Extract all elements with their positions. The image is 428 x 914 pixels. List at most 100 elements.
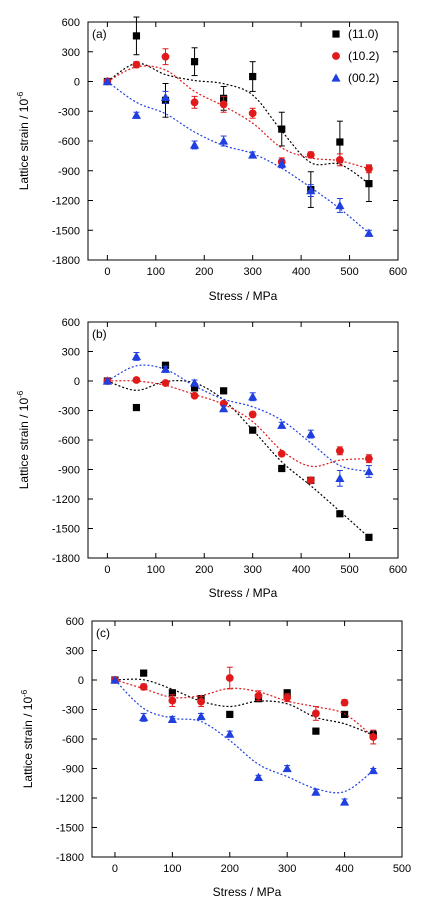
- data-point: [335, 155, 344, 164]
- data-point: [225, 674, 234, 682]
- trend-line: [107, 380, 369, 468]
- data-point: [248, 392, 258, 401]
- chart-panel-1: 0 100 200 300 400 500 600 600 300 0 -300 -600 -900 -1…: [16, 16, 407, 303]
- data-point: [306, 150, 315, 159]
- data-point: [312, 727, 320, 735]
- x-tick-label: 400: [292, 266, 310, 278]
- x-tick-label: 0: [112, 863, 118, 875]
- trend-line: [107, 65, 370, 170]
- data-point: [306, 185, 316, 195]
- data-point: [160, 92, 171, 102]
- data-point: [340, 698, 349, 707]
- x-tick-label: 400: [292, 564, 310, 576]
- data-point: [131, 351, 142, 361]
- data-point: [311, 709, 320, 718]
- data-point: [219, 100, 228, 109]
- trend-line: [107, 380, 370, 538]
- legend-label: (00.2): [348, 71, 379, 85]
- data-point: [365, 180, 373, 188]
- data-point: [277, 449, 286, 458]
- data-point: [225, 729, 235, 738]
- series-square: [111, 669, 377, 740]
- data-point: [139, 712, 149, 722]
- x-tick-label: 200: [195, 564, 213, 576]
- x-tick-label: 300: [244, 564, 262, 576]
- chart-panel-2: 0 100 200 300 400 500 600 600 300 0 -300 -600 -900 -1…: [16, 317, 407, 600]
- x-tick-label: 600: [389, 564, 407, 576]
- data-point: [249, 426, 257, 434]
- data-point: [140, 669, 148, 677]
- data-point: [306, 476, 315, 485]
- x-tick-label: 600: [389, 266, 407, 278]
- x-tick-label: 500: [393, 863, 411, 875]
- plot-frame: [91, 620, 403, 858]
- y-tick-label: -1800: [52, 255, 80, 267]
- data-point: [278, 464, 286, 473]
- data-point: [220, 387, 228, 395]
- data-point: [336, 510, 344, 518]
- data-point: [283, 689, 291, 697]
- data-point: [335, 446, 344, 455]
- y-axis-label: Lattice strain / 10-6: [20, 689, 35, 788]
- x-axis-label: Stress / MPa: [213, 885, 282, 899]
- y-axis-label: Lattice strain / 10-6: [16, 91, 31, 190]
- data-point: [364, 228, 374, 237]
- data-point: [168, 689, 176, 697]
- data-point: [335, 200, 345, 210]
- x-tick-label: 0: [104, 266, 110, 278]
- data-point: [167, 714, 177, 724]
- data-point: [369, 733, 378, 741]
- data-point: [132, 376, 141, 384]
- series-circle: [103, 376, 373, 485]
- y-tick-label: 0: [74, 77, 80, 89]
- y-axis-label-exponent: -6: [20, 689, 29, 697]
- y-tick-label: -1500: [56, 823, 84, 835]
- legend-marker: [332, 52, 340, 60]
- trend-line: [114, 679, 374, 738]
- x-tick-label: 200: [195, 266, 213, 278]
- x-tick-label: 500: [340, 564, 358, 576]
- y-tick-label: -1500: [52, 225, 80, 237]
- x-tick-label: 300: [244, 266, 262, 278]
- data-point: [283, 693, 292, 702]
- data-point: [335, 473, 345, 483]
- panel-label: (c): [96, 626, 110, 640]
- trend-line: [107, 81, 370, 234]
- y-tick-label: -900: [58, 166, 80, 178]
- series-triangle: [102, 76, 374, 237]
- x-tick-label: 100: [147, 266, 165, 278]
- y-tick-label: 600: [62, 317, 80, 329]
- data-point: [249, 72, 257, 81]
- data-point: [248, 150, 258, 159]
- y-tick-label: -600: [58, 136, 80, 148]
- y-tick-label: -300: [58, 406, 80, 418]
- data-point: [365, 454, 373, 463]
- x-tick-label: 100: [163, 863, 181, 875]
- y-tick-label: 300: [62, 347, 80, 359]
- data-point: [336, 138, 344, 146]
- data-point: [339, 797, 350, 806]
- y-tick-label: -900: [62, 764, 84, 776]
- data-point: [161, 379, 170, 387]
- trend-line: [114, 679, 374, 794]
- data-point: [161, 52, 170, 61]
- data-point: [132, 60, 141, 69]
- data-point: [189, 140, 200, 149]
- series-circle: [111, 666, 378, 745]
- y-tick-label: 600: [62, 17, 80, 29]
- data-point: [253, 772, 264, 782]
- data-point: [282, 763, 292, 773]
- y-tick-label: -600: [58, 435, 80, 447]
- trend-line: [107, 62, 370, 185]
- y-tick-label: -1500: [52, 524, 80, 536]
- trend-line: [114, 678, 374, 736]
- y-tick-label: -1800: [56, 852, 84, 864]
- y-axis-label-exponent: -6: [16, 390, 25, 398]
- x-tick-label: 400: [335, 863, 353, 875]
- data-point: [365, 164, 373, 173]
- y-tick-label: -300: [62, 705, 84, 717]
- data-point: [277, 159, 287, 168]
- chart-panel-3: 0 100 200 300 400 500 600 300 0 -300 -600 -900 -1200…: [20, 616, 411, 899]
- data-point: [254, 691, 263, 700]
- data-point: [190, 98, 199, 107]
